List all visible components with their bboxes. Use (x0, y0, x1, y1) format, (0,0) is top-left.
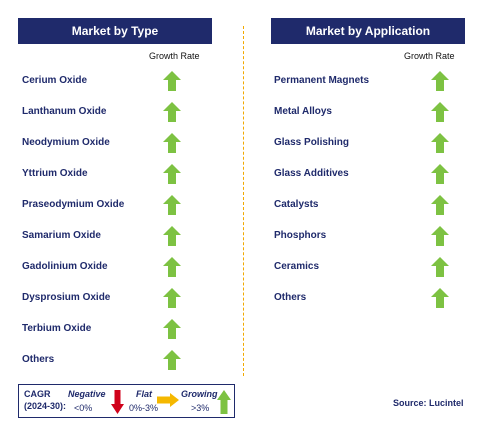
legend-growing-range: >3% (191, 403, 210, 413)
up-arrow-icon (431, 288, 449, 308)
application-item-label: Glass Additives (274, 167, 349, 179)
legend-flat-range: 0%-3% (129, 403, 159, 413)
type-item-label: Dysprosium Oxide (22, 291, 111, 303)
application-item-label: Others (274, 291, 307, 303)
market-by-application-header: Market by Application (271, 18, 465, 44)
type-item-label: Praseodymium Oxide (22, 198, 125, 210)
legend-negative-label: Negative (68, 389, 106, 399)
up-arrow-icon (431, 71, 449, 91)
up-arrow-icon (163, 102, 181, 122)
up-arrow-icon (163, 226, 181, 246)
market-by-application-title: Market by Application (305, 24, 431, 38)
type-item-label: Gadolinium Oxide (22, 260, 108, 272)
type-item-label: Others (22, 353, 55, 365)
application-item-label: Phosphors (274, 229, 327, 241)
legend-period-label: (2024-30): (24, 401, 67, 411)
application-item-label: Catalysts (274, 198, 319, 210)
up-arrow-icon (163, 319, 181, 339)
source-label: Source: Lucintel (393, 398, 464, 408)
legend-negative-range: <0% (74, 403, 93, 413)
up-arrow-icon (431, 164, 449, 184)
type-item-label: Cerium Oxide (22, 74, 88, 86)
up-arrow-icon (431, 195, 449, 215)
up-arrow-icon (163, 164, 181, 184)
up-arrow-icon (217, 390, 231, 414)
type-item-label: Yttrium Oxide (22, 167, 88, 179)
up-arrow-icon (163, 71, 181, 91)
application-item-label: Metal Alloys (274, 105, 332, 117)
up-arrow-icon (431, 257, 449, 277)
up-arrow-icon (163, 350, 181, 370)
up-arrow-icon (163, 288, 181, 308)
panel-divider (243, 26, 244, 376)
market-by-type-header: Market by Type (18, 18, 212, 44)
application-growth-rate-label: Growth Rate (404, 51, 455, 61)
application-item-label: Permanent Magnets (274, 74, 370, 86)
type-item-label: Neodymium Oxide (22, 136, 110, 148)
legend-growing-label: Growing (181, 389, 218, 399)
up-arrow-icon (431, 133, 449, 153)
type-item-label: Samarium Oxide (22, 229, 101, 241)
right-arrow-icon (157, 393, 179, 407)
application-item-label: Glass Polishing (274, 136, 350, 148)
application-item-label: Ceramics (274, 260, 320, 272)
type-item-label: Lanthanum Oxide (22, 105, 107, 117)
up-arrow-icon (163, 133, 181, 153)
up-arrow-icon (163, 195, 181, 215)
up-arrow-icon (163, 257, 181, 277)
cagr-legend: CAGR (2024-30): Negative <0% Flat 0%-3% … (18, 384, 235, 418)
type-growth-rate-label: Growth Rate (149, 51, 200, 61)
legend-cagr-label: CAGR (24, 389, 51, 399)
legend-flat-label: Flat (136, 389, 153, 399)
up-arrow-icon (431, 226, 449, 246)
market-by-type-title: Market by Type (71, 24, 159, 38)
type-item-label: Terbium Oxide (22, 322, 92, 334)
up-arrow-icon (431, 102, 449, 122)
down-arrow-icon (111, 390, 124, 414)
